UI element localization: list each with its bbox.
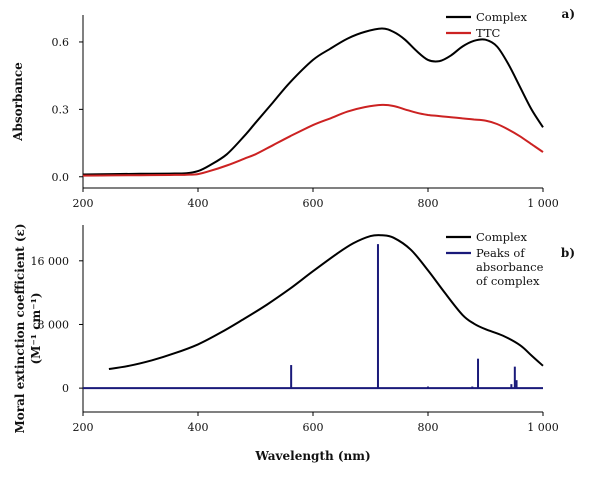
panel-label: a) <box>562 7 575 21</box>
y-tick-label: 8 000 <box>38 318 70 331</box>
legend-label: Peaks of <box>476 246 525 260</box>
x-tick-label: 200 <box>73 197 94 210</box>
x-tick-label: 200 <box>73 421 94 434</box>
x-tick-label: 400 <box>188 421 209 434</box>
series-line-ttc <box>82 103 544 177</box>
legend-label: absorbance <box>476 260 544 274</box>
y-tick-label: 0.3 <box>52 103 70 116</box>
y-tick-label: 0 <box>62 382 69 395</box>
x-tick-label: 800 <box>418 197 439 210</box>
legend-label: Complex <box>476 10 527 24</box>
x-tick-label: 400 <box>188 197 209 210</box>
panel-b: 200 400 600 800 1 000 0 8 000 16 000 Complex Peak… <box>13 224 575 464</box>
legend-label: TTC <box>476 26 501 40</box>
y-axis-title: Absorbance <box>11 62 25 142</box>
x-tick-label: 1 000 <box>527 197 559 210</box>
y-axis-title: Moral extinction coefficient (ε) <box>13 224 27 434</box>
legend-label: of complex <box>476 274 540 288</box>
x-tick-label: 1 000 <box>527 421 559 434</box>
x-tick-label: 800 <box>418 421 439 434</box>
series-line-complex <box>108 234 544 370</box>
y-axis-units: (M⁻¹ cm⁻¹) <box>29 293 43 365</box>
panel-label: b) <box>561 246 575 260</box>
x-tick-label: 600 <box>303 421 324 434</box>
y-tick-label: 16 000 <box>31 255 70 268</box>
panel-a: 200 400 600 800 1 000 0.0 0.3 0.6 Complex TTC a) Ab… <box>11 7 575 210</box>
y-tick-label: 0.6 <box>52 36 70 49</box>
x-axis-title: Wavelength (nm) <box>254 449 370 463</box>
x-tick-label: 600 <box>303 197 324 210</box>
legend-label: Complex <box>476 230 527 244</box>
series-line-complex <box>82 27 544 176</box>
y-tick-label: 0.0 <box>52 171 70 184</box>
